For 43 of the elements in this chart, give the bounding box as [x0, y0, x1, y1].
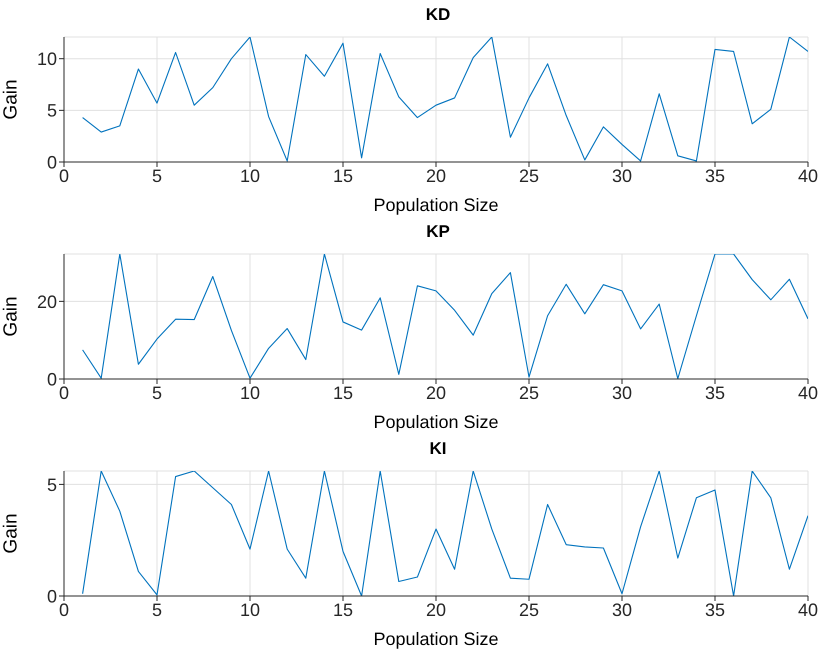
x-tick-label: 25 [518, 600, 540, 620]
x-axis-title: Population Size [373, 412, 499, 432]
x-tick-label: 25 [518, 382, 540, 403]
chart-title: KP [425, 221, 451, 243]
line-series [82, 471, 808, 596]
x-tick-label: 5 [152, 382, 162, 403]
x-tick-label: 40 [798, 382, 818, 403]
y-tick-label: 10 [36, 49, 57, 70]
x-tick-label: 10 [240, 600, 260, 620]
y-axis-title: Gain [0, 513, 22, 554]
x-tick-label: 15 [332, 166, 354, 186]
x-tick-label: 5 [152, 166, 162, 186]
x-tick-label: 30 [612, 600, 632, 620]
y-axis-title: Gain [0, 296, 22, 337]
chart-title: KI [428, 438, 448, 460]
x-tick-label: 35 [704, 166, 726, 186]
y-tick-label: 0 [46, 152, 57, 172]
y-tick-label: 5 [46, 100, 57, 121]
x-axis-title: Population Size [373, 195, 499, 215]
x-tick-label: 40 [798, 166, 818, 186]
x-tick-label: 20 [426, 166, 446, 186]
x-tick-label: 35 [704, 382, 726, 403]
x-tick-label: 10 [240, 382, 260, 403]
x-tick-label: 40 [798, 600, 818, 620]
x-tick-label: 35 [704, 600, 726, 620]
x-tick-label: 30 [612, 166, 632, 186]
line-series [82, 254, 808, 379]
y-axis-title: Gain [0, 79, 22, 120]
x-tick-label: 30 [612, 382, 632, 403]
x-tick-label: 15 [332, 382, 354, 403]
x-axis-title: Population Size [373, 629, 499, 649]
x-tick-label: 20 [426, 382, 446, 403]
line-series [82, 37, 808, 162]
x-tick-label: 20 [426, 600, 446, 620]
x-tick-label: 10 [240, 166, 260, 186]
y-tick-label: 0 [46, 369, 57, 390]
y-tick-label: 5 [46, 474, 57, 495]
x-tick-label: 25 [518, 166, 540, 186]
x-tick-label: 5 [152, 600, 162, 620]
x-tick-label: 15 [332, 600, 354, 620]
y-tick-label: 0 [46, 586, 57, 606]
y-tick-label: 20 [36, 292, 57, 312]
chart-title: KD [424, 4, 452, 26]
